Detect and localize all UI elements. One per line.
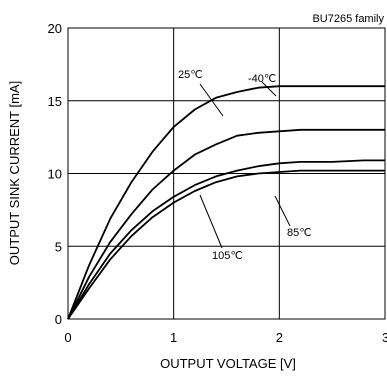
y-tick-label: 5 — [55, 239, 62, 254]
y-tick-label: 15 — [48, 94, 62, 109]
family-label: BU7265 family — [312, 13, 384, 25]
x-tick-label: 0 — [64, 330, 71, 345]
annotation-leader-line — [261, 81, 277, 97]
series-line — [67, 159, 385, 320]
curve-annotations: -40℃ 25℃ 85℃ 105℃ — [178, 69, 312, 262]
series-line — [67, 128, 385, 320]
annotation-leader-line — [199, 83, 224, 117]
curve-annotation-label: 105℃ — [212, 250, 243, 262]
series-line — [67, 85, 385, 320]
x-axis-label: OUTPUT VOLTAGE [V] — [160, 356, 296, 371]
curve-annotation-label: 85℃ — [287, 227, 312, 239]
x-tick-labels: 0 1 2 3 — [64, 330, 387, 345]
x-tick-label: 1 — [170, 330, 177, 345]
series-curves — [67, 85, 385, 320]
curve-annotation-label: -40℃ — [248, 73, 276, 85]
y-tick-label: 20 — [48, 21, 62, 36]
x-tick-label: 2 — [276, 330, 283, 345]
plot-frame — [67, 27, 386, 320]
grid-lines — [68, 28, 385, 319]
y-axis-label: OUTPUT SINK CURRENT [mA] — [7, 81, 22, 265]
annotation-leader-line — [199, 194, 223, 249]
y-tick-label: 0 — [55, 312, 62, 327]
y-tick-labels: 0 5 10 15 20 — [48, 21, 62, 327]
curve-annotation-label: 25℃ — [178, 69, 203, 81]
series-line — [67, 169, 385, 320]
annotation-leader-line — [274, 195, 291, 227]
x-tick-label: 3 — [382, 330, 387, 345]
y-tick-label: 10 — [48, 167, 62, 182]
